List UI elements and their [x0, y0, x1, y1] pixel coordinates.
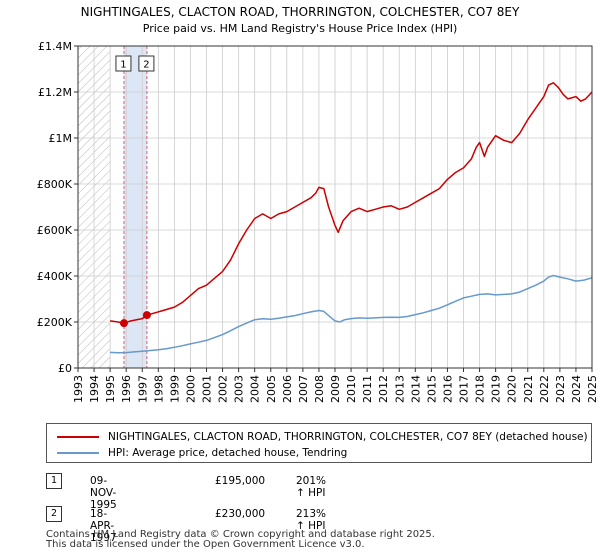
x-tick-label: 2023 — [554, 375, 567, 403]
sale-price-1: £195,000 — [215, 475, 266, 487]
y-tick-label: £1M — [49, 132, 73, 145]
legend: NIGHTINGALES, CLACTON ROAD, THORRINGTON,… — [46, 423, 592, 463]
x-tick-label: 2020 — [506, 375, 519, 403]
sale-marker-2: 2 — [46, 506, 62, 522]
x-tick-label: 1993 — [72, 375, 85, 403]
x-tick-label: 2025 — [586, 375, 599, 403]
x-tick-label: 2001 — [201, 375, 214, 403]
sale-point-2 — [142, 311, 151, 320]
x-tick-label: 2022 — [538, 375, 551, 403]
legend-label-hpi: HPI: Average price, detached house, Tend… — [108, 447, 348, 459]
chart-marker-label-1: 1 — [120, 60, 126, 71]
x-tick-label: 1995 — [104, 375, 117, 403]
y-tick-label: £0 — [58, 362, 72, 375]
chart-title: NIGHTINGALES, CLACTON ROAD, THORRINGTON,… — [81, 5, 520, 19]
x-tick-label: 2000 — [184, 375, 197, 403]
x-tick-label: 2018 — [474, 375, 487, 403]
legend-item-property: NIGHTINGALES, CLACTON ROAD, THORRINGTON,… — [47, 429, 588, 445]
y-tick-label: £1.2M — [38, 86, 72, 99]
x-tick-label: 2016 — [441, 375, 454, 403]
footer-line-2: This data is licensed under the Open Gov… — [46, 539, 365, 550]
footer-line-1: Contains HM Land Registry data © Crown c… — [46, 529, 435, 540]
sale-hpi-1: 201% ↑ HPI — [296, 475, 327, 499]
grid-lines — [77, 45, 593, 369]
x-tick-label: 2007 — [297, 375, 310, 403]
x-tick-label: 1994 — [88, 375, 101, 403]
legend-label-property: NIGHTINGALES, CLACTON ROAD, THORRINGTON,… — [108, 431, 588, 443]
x-tick-label: 2015 — [425, 375, 438, 403]
x-tick-label: 2021 — [522, 375, 535, 403]
x-tick-label: 2017 — [458, 375, 471, 403]
y-tick-label: £800K — [37, 178, 73, 191]
sale-point-1 — [119, 319, 128, 328]
x-tick-label: 2005 — [265, 375, 278, 403]
x-tick-label: 2024 — [570, 375, 583, 403]
y-tick-label: £400K — [37, 270, 73, 283]
x-tick-label: 1997 — [136, 375, 149, 403]
x-tick-label: 1999 — [168, 375, 181, 403]
x-tick-label: 2019 — [490, 375, 503, 403]
x-tick-label: 2012 — [377, 375, 390, 403]
sale-hpi-2: 213% ↑ HPI — [296, 508, 327, 532]
y-tick-label: £200K — [37, 316, 73, 329]
chart: NIGHTINGALES, CLACTON ROAD, THORRINGTON,… — [37, 5, 599, 403]
chart-marker-box-1 — [115, 55, 132, 72]
series-line-hpi — [110, 274, 593, 354]
x-tick-label: 2013 — [393, 375, 406, 403]
sale-marker-1: 1 — [46, 473, 62, 489]
x-tick-label: 2008 — [313, 375, 326, 403]
x-tick-label: 2010 — [345, 375, 358, 403]
series-line-property — [109, 82, 593, 324]
legend-swatch-property — [57, 436, 99, 438]
x-tick-label: 2004 — [249, 375, 262, 403]
sale-date-1: 09-NOV-1995 — [90, 475, 117, 511]
x-tick-label: 2003 — [233, 375, 246, 403]
sale-period-highlight — [123, 46, 147, 368]
chart-subtitle: Price paid vs. HM Land Registry's House … — [143, 22, 458, 35]
x-tick-label: 2011 — [361, 375, 374, 403]
x-tick-label: 2014 — [409, 375, 422, 403]
sale-date-2: 18-APR-1997 — [90, 508, 117, 544]
chart-marker-label-2: 2 — [143, 60, 149, 71]
chart-marker-box-2 — [138, 55, 155, 72]
series-layer — [109, 82, 593, 354]
footer: Contains HM Land Registry data © Crown c… — [46, 530, 435, 550]
x-tick-label: 1996 — [120, 375, 133, 403]
sale-price-2: £230,000 — [215, 508, 266, 520]
y-tick-label: £1.4M — [38, 40, 72, 53]
x-tick-label: 2009 — [329, 375, 342, 403]
legend-item-hpi: HPI: Average price, detached house, Tend… — [47, 445, 347, 461]
legend-swatch-hpi — [57, 452, 99, 454]
x-tick-label: 2002 — [217, 375, 230, 403]
y-tick-label: £600K — [37, 224, 73, 237]
x-tick-label: 2006 — [281, 375, 294, 403]
x-tick-label: 1998 — [152, 375, 165, 403]
